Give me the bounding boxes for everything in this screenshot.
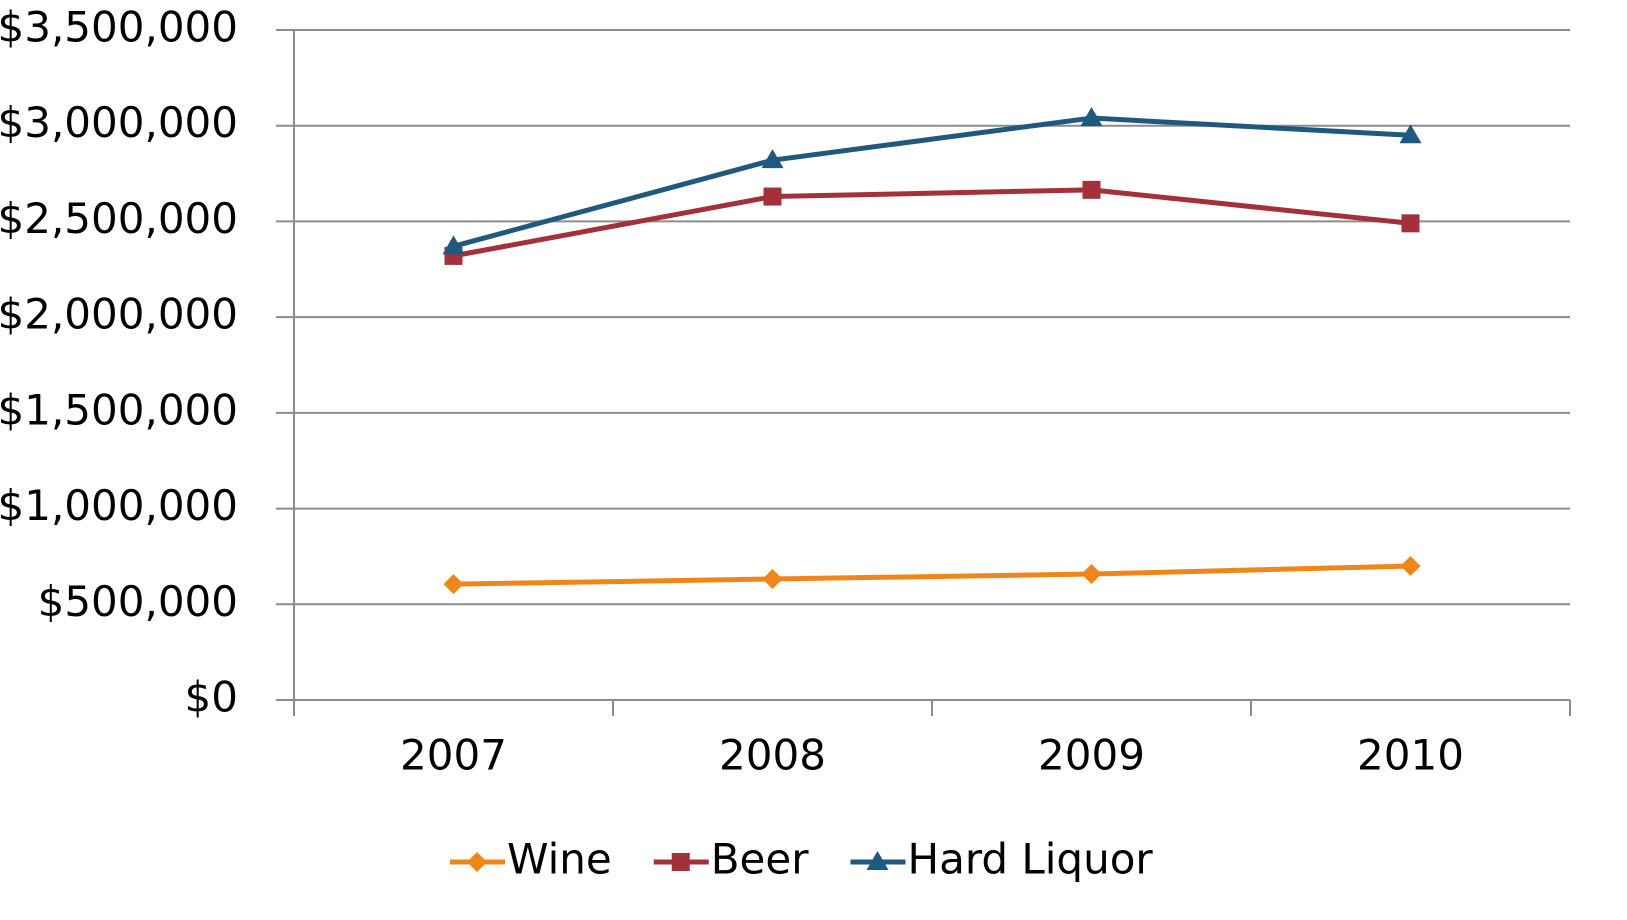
legend-marker (467, 852, 487, 872)
y-tick-label: $500,000 (38, 577, 238, 626)
y-tick-label: $3,500,000 (0, 3, 238, 52)
data-point (1400, 556, 1421, 576)
y-tick-label: $2,500,000 (0, 194, 238, 243)
y-tick-label: $1,000,000 (0, 481, 238, 530)
series-line (452, 115, 1411, 249)
series-line (453, 563, 1411, 587)
data-point (443, 574, 464, 595)
y-tick-label: $3,000,000 (0, 98, 238, 147)
legend-label: Hard Liquor (908, 835, 1154, 884)
data-point (1401, 214, 1420, 233)
y-tick-label: $1,500,000 (0, 385, 238, 434)
legend-label: Beer (711, 835, 809, 884)
x-tick-label: 2010 (1357, 731, 1464, 780)
data-point (1080, 107, 1103, 127)
data-point (761, 149, 784, 169)
legend-label: Wine (507, 835, 612, 884)
series-line (453, 187, 1411, 259)
y-tick-label: $0 (185, 673, 238, 722)
legend-marker (866, 851, 889, 870)
data-point (763, 187, 782, 206)
x-tick-label: 2007 (400, 731, 507, 780)
data-point (762, 569, 783, 590)
x-tick-label: 2009 (1038, 731, 1145, 780)
data-point (1399, 124, 1422, 144)
data-point (1082, 180, 1101, 199)
legend-marker (671, 853, 690, 871)
data-point (1081, 564, 1102, 585)
y-tick-label: $2,000,000 (0, 290, 238, 339)
data-point (442, 235, 465, 255)
x-tick-label: 2008 (719, 731, 826, 780)
